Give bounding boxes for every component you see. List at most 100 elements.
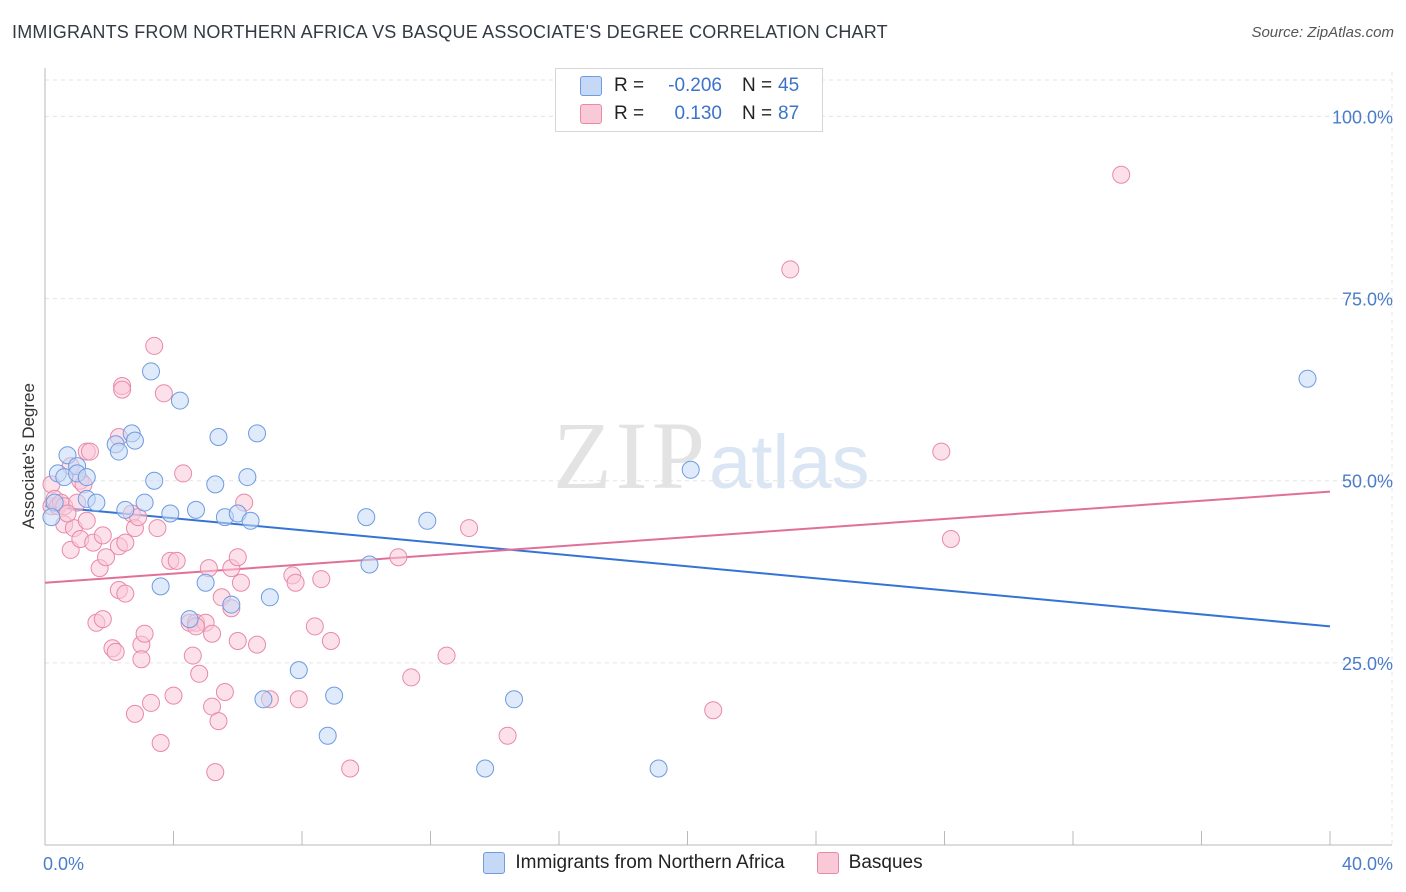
point-immigrants: [186, 500, 205, 519]
point-basques: [206, 763, 225, 782]
point-basques: [148, 519, 167, 538]
point-immigrants: [681, 460, 700, 479]
point-immigrants: [222, 595, 241, 614]
legend-item-basques[interactable]: Basques: [816, 852, 923, 874]
point-basques: [321, 632, 340, 650]
watermark-zip: ZIP: [553, 402, 709, 509]
point-basques: [312, 570, 331, 589]
point-immigrants: [318, 726, 337, 745]
point-immigrants: [476, 759, 495, 778]
point-basques: [704, 701, 723, 720]
point-basques: [932, 442, 951, 461]
legend-r-value: -0.206: [668, 75, 722, 96]
point-basques: [190, 664, 209, 683]
point-basques: [154, 384, 173, 403]
point-immigrants: [357, 508, 376, 527]
point-basques: [151, 734, 170, 752]
stats-legend: R = -0.206 N = 45 R = 0.130 N = 87: [555, 68, 823, 132]
gridlines: [45, 72, 1393, 845]
point-basques: [203, 624, 222, 643]
point-immigrants: [238, 468, 257, 487]
point-basques: [781, 260, 800, 279]
legend-n-value: 87: [778, 103, 800, 124]
point-immigrants: [248, 424, 267, 443]
point-basques: [248, 635, 267, 654]
legend-swatch-pink: [816, 852, 839, 874]
trend-lines: [44, 490, 1331, 628]
legend-swatch-blue: [580, 76, 602, 96]
point-basques: [305, 617, 324, 636]
point-basques: [498, 726, 517, 745]
point-immigrants: [109, 442, 128, 461]
point-basques: [93, 526, 112, 545]
watermark-atlas: atlas: [709, 420, 870, 505]
point-basques: [125, 704, 144, 723]
point-immigrants: [42, 508, 61, 527]
point-basques: [167, 551, 186, 570]
point-basques: [289, 690, 308, 709]
point-basques: [97, 548, 116, 567]
point-basques: [116, 584, 135, 603]
point-immigrants: [1298, 369, 1317, 388]
y-tick-label: 100.0%: [1332, 107, 1393, 127]
point-basques: [106, 642, 125, 661]
point-basques: [286, 573, 305, 592]
point-basques: [460, 519, 479, 538]
point-immigrants: [77, 468, 96, 487]
point-immigrants: [209, 428, 228, 446]
point-immigrants: [161, 504, 180, 523]
point-immigrants: [125, 431, 144, 450]
point-basques: [228, 548, 247, 567]
point-basques: [183, 646, 202, 665]
point-basques: [215, 683, 234, 701]
point-immigrants: [45, 493, 64, 512]
axes: [44, 68, 1392, 846]
legend-n-label: N =: [742, 75, 773, 96]
trend-line-basques: [44, 490, 1331, 584]
point-basques: [80, 442, 99, 461]
x-tick-label: 40.0%: [1342, 854, 1393, 874]
point-basques: [209, 712, 228, 731]
point-immigrants: [180, 610, 199, 629]
point-basques: [941, 530, 960, 548]
series-legend: Immigrants from Northern Africa Basques: [0, 852, 1406, 874]
trend-line-immigrants: [44, 505, 1331, 628]
point-immigrants: [360, 555, 379, 574]
y-tick-label: 75.0%: [1342, 290, 1393, 310]
legend-label-basques: Basques: [848, 852, 923, 873]
point-immigrants: [289, 661, 308, 680]
point-immigrants: [325, 686, 344, 705]
point-basques: [341, 759, 360, 778]
point-immigrants: [87, 493, 106, 512]
point-immigrants: [254, 690, 273, 709]
point-immigrants: [505, 690, 524, 709]
point-basques: [116, 533, 135, 552]
legend-n-value: 45: [778, 75, 800, 96]
point-immigrants: [142, 362, 161, 381]
point-basques: [164, 686, 183, 705]
point-basques: [228, 632, 247, 650]
point-immigrants: [649, 759, 668, 778]
point-basques: [231, 573, 250, 592]
point-basques: [437, 646, 456, 665]
y-tick-label: 50.0%: [1342, 472, 1393, 492]
point-basques: [1112, 165, 1131, 184]
point-basques: [142, 693, 161, 712]
point-immigrants: [206, 475, 225, 494]
y-tick-label: 25.0%: [1342, 654, 1393, 674]
point-basques: [402, 668, 421, 687]
point-immigrants: [145, 471, 164, 490]
point-basques: [135, 624, 154, 643]
point-basques: [174, 464, 193, 483]
legend-n-label: N =: [742, 103, 773, 124]
point-immigrants: [151, 577, 170, 596]
x-tick-label: 0.0%: [43, 854, 84, 874]
legend-item-immigrants[interactable]: Immigrants from Northern Africa: [483, 852, 785, 874]
legend-label-immigrants: Immigrants from Northern Africa: [515, 852, 785, 873]
point-basques: [132, 650, 151, 669]
point-basques: [389, 548, 408, 567]
legend-r-label: R =: [614, 103, 645, 124]
legend-row-blue: R = -0.206 N = 45: [556, 72, 799, 100]
tick-labels: 25.0% 50.0% 75.0% 100.0% 0.0% 40.0% Associate'…: [19, 107, 1393, 874]
watermark: ZIPatlas: [553, 400, 870, 511]
